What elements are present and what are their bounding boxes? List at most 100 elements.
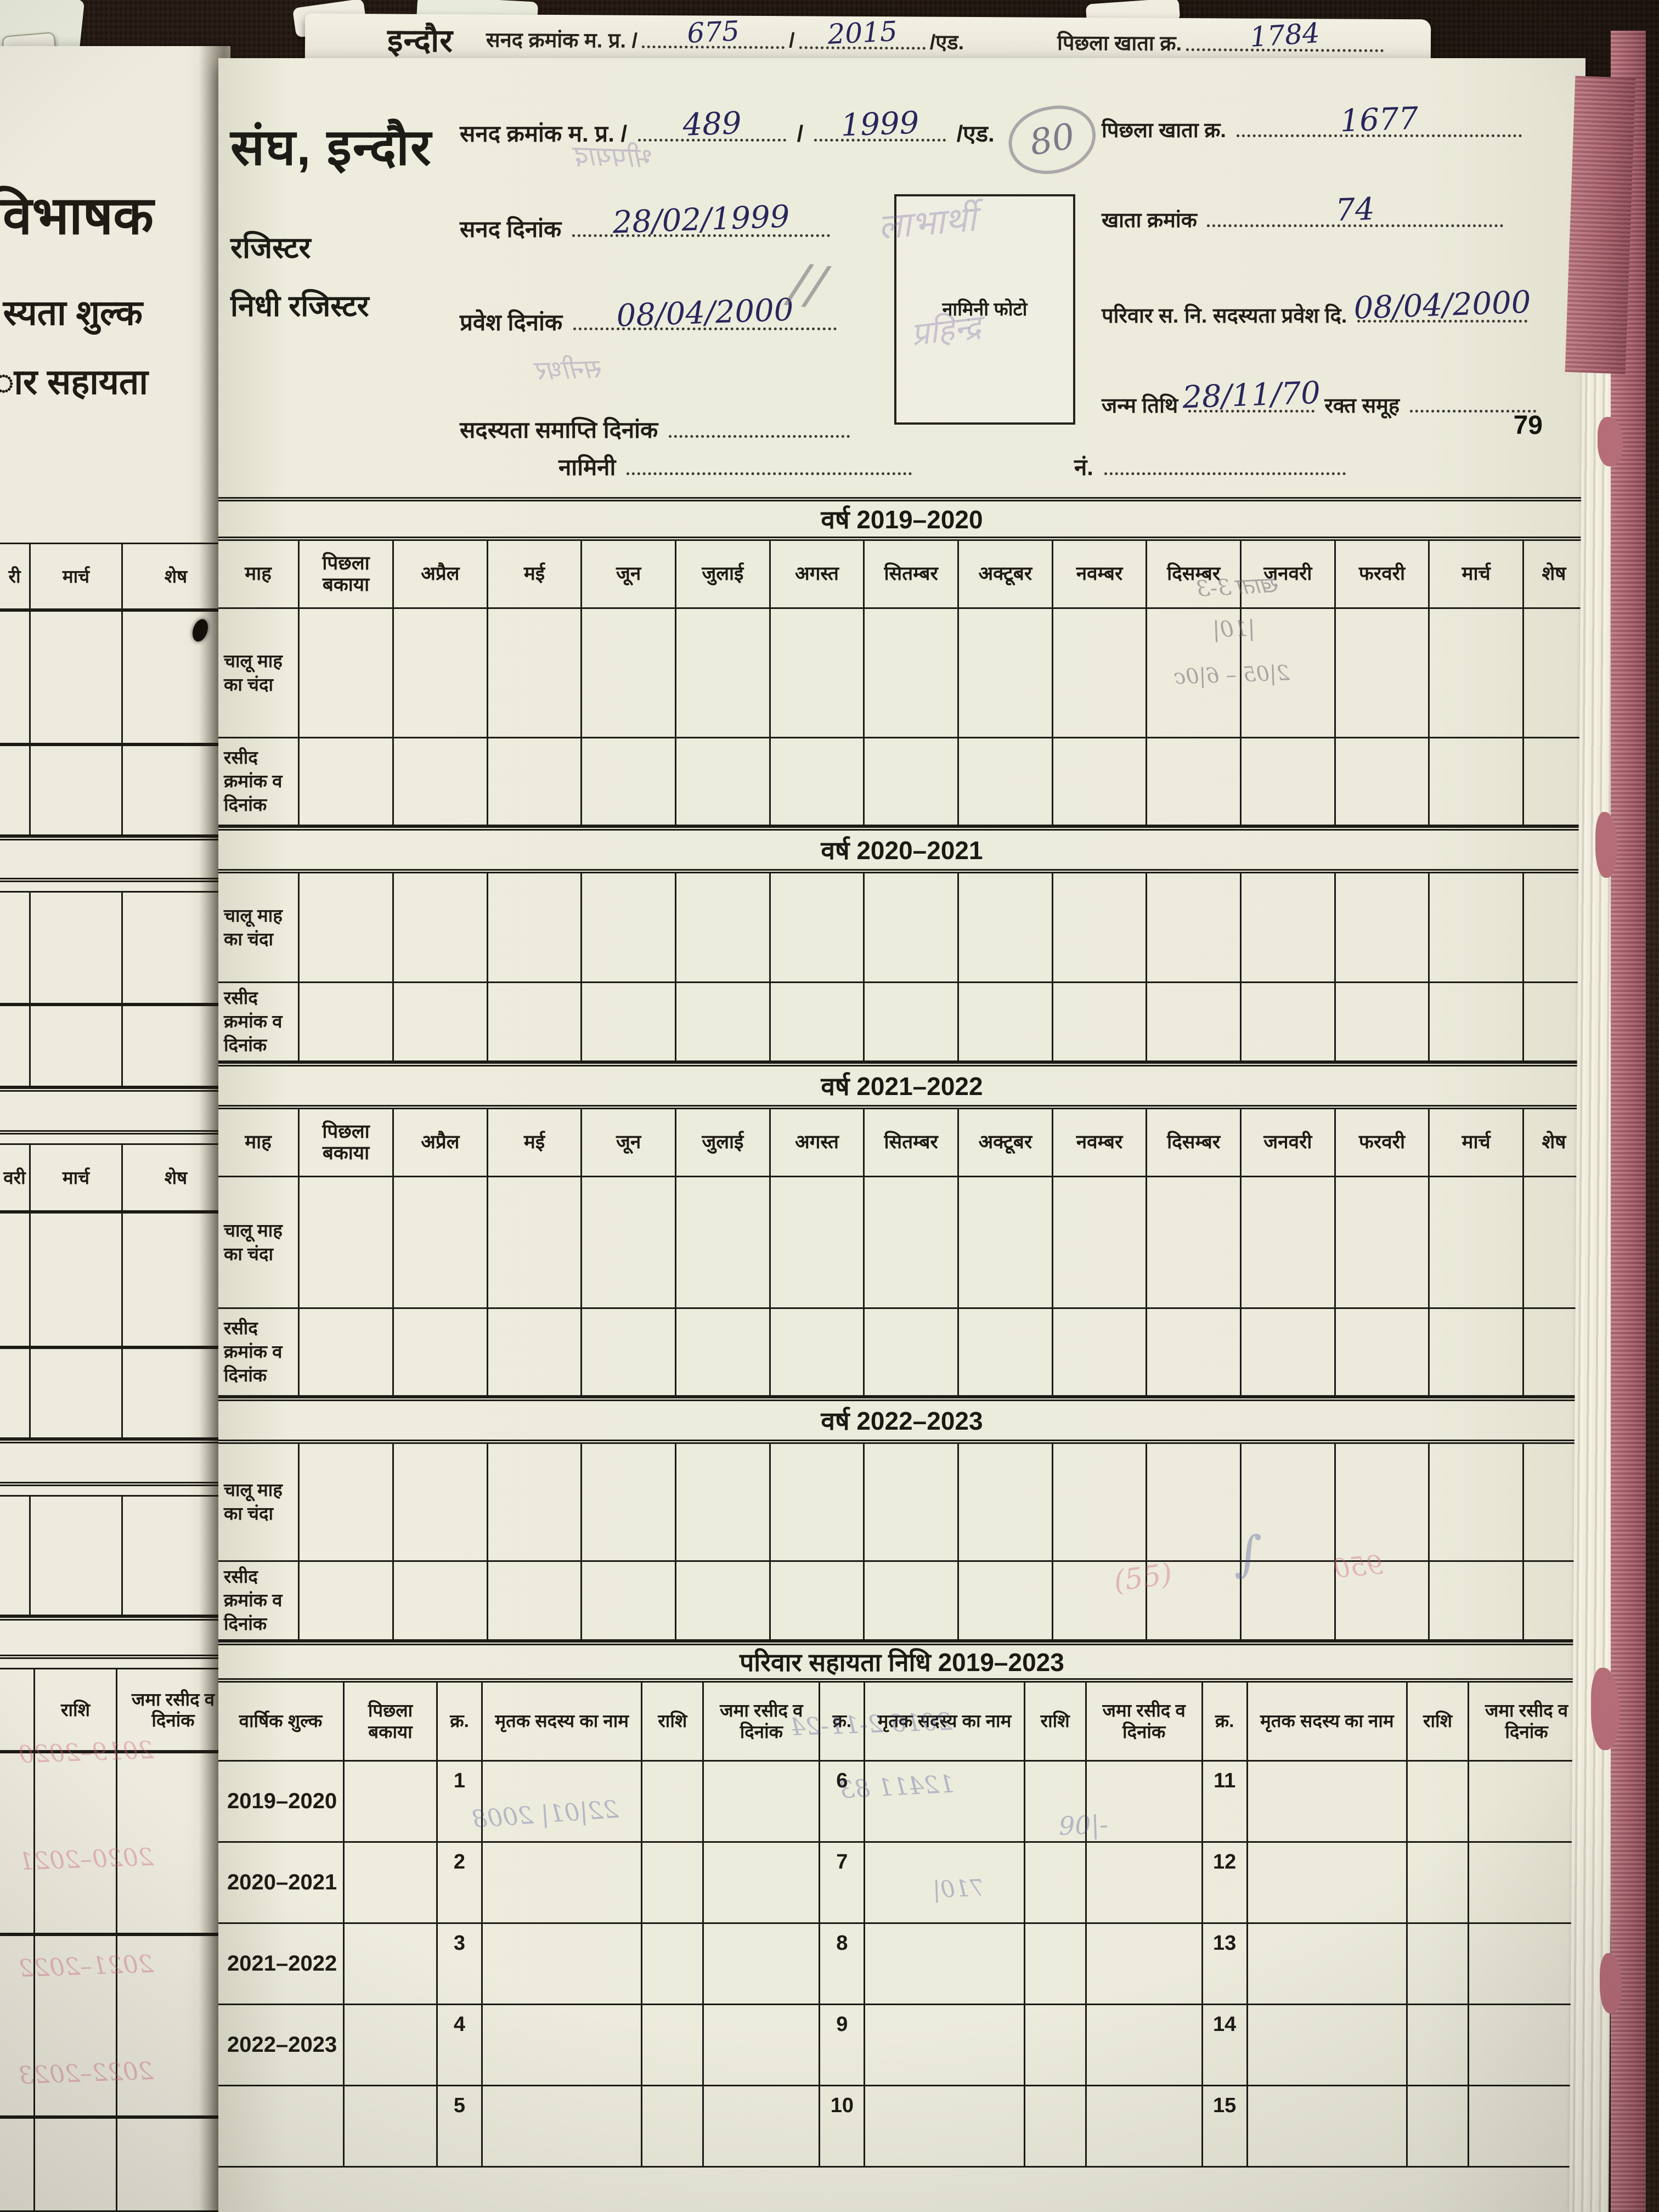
nominee-number-field [1104,456,1346,475]
serial-number-cell: 9 [820,2005,866,2086]
family-data-row: 2020–2021 2 7 12 [218,1843,1585,1924]
empty-cell [642,2086,704,2168]
empty-cell [1086,1843,1203,1924]
empty-cell [1335,1562,1430,1641]
empty-cell [865,1444,959,1562]
empty-cell [704,1924,821,2005]
left-page-empty-row [0,1347,230,1439]
month-header-cell: माह [218,541,300,609]
empty-cell [1147,738,1242,826]
empty-cell [1053,983,1148,1062]
empty-cell [1524,609,1585,738]
empty-cell [865,983,959,1062]
empty-cell [1086,2005,1203,2086]
year-data-row: चालू माह का चंदा [218,873,1585,983]
year-data-row: रसीद क्रमांक व दिनांक [218,1562,1585,1641]
binding-cloth [1611,31,1646,2212]
empty-cell [1147,1309,1242,1397]
empty-cell [488,609,583,738]
year-data-row: रसीद क्रमांक व दिनांक [218,983,1585,1062]
register-subtitle: रजिस्टर [230,232,311,264]
family-fund-entry-handwriting: 08/04/2000 [1353,284,1532,326]
year-data-row: रसीद क्रमांक व दिनांक [218,1309,1585,1397]
year-section: वर्ष 2022–2023 चालू माह का चंदा रसीद क्रमा… [218,1397,1585,1641]
nominee-number-line: नं. [1074,451,1350,482]
empty-cell [1524,873,1585,983]
empty-cell [394,983,488,1062]
month-header-cell: मई [488,1109,583,1177]
month-header-cell: जनवरी [1242,1109,1336,1177]
empty-cell [1524,738,1585,826]
empty-cell [345,2086,438,2168]
left-page-fragment-family-help: ार सहायता [0,362,148,402]
empty-cell [0,612,31,744]
month-header-cell: अक्टूबर [959,1109,1053,1177]
empty-cell [1242,609,1336,738]
year-sections: वर्ष 2019–2020 माह पिछला बकाया अप्रैल मई जून ज… [218,497,1585,1641]
empty-cell [31,893,123,1005]
left-page-col-header-amount: राशि [35,1669,117,1752]
family-header-cell: मृतक सदस्य का नाम [865,1683,1025,1762]
strip-sanad-year-line: 2015 [799,15,926,50]
serial-number-cell: 3 [438,1924,483,2005]
cloth-fray [1600,1953,1622,2013]
family-section: परिवार सहायता निधि 2019–2023 वार्षिक शुल… [218,1641,1585,2168]
row-label-cell: रसीद क्रमांक व दिनांक [218,983,300,1062]
month-header-cell: सितम्बर [865,541,959,609]
left-page-empty-row [0,744,230,836]
empty-cell [488,1562,583,1641]
dob-label: जन्म तिथि [1102,394,1178,417]
account-number-handwriting: 74 [1335,191,1376,229]
dob-field: 28/11/70 [1182,375,1321,416]
empty-cell [488,1177,583,1309]
empty-cell [865,1924,1025,2005]
serial-number-cell: 13 [1203,1924,1248,2005]
family-header-cell: जमा रसीद व दिनांक [1469,1683,1585,1762]
month-header-cell: जून [582,541,676,609]
month-header-cell: शेष [1524,541,1585,609]
empty-cell [1524,983,1585,1062]
empty-cell [676,1177,771,1309]
empty-cell [394,1562,488,1641]
empty-cell [1025,1762,1087,1843]
empty-cell [770,1177,865,1309]
empty-cell [1430,983,1524,1062]
empty-cell [959,1309,1053,1397]
empty-cell [1242,873,1336,983]
empty-cell [394,873,488,983]
empty-cell [704,2005,821,2086]
month-header-cell: माह [218,1109,300,1177]
row-label-cell: चालू माह का चंदा [218,1444,300,1562]
empty-cell [1242,1444,1336,1562]
left-page-col-header: मार्च [31,544,123,610]
empty-cell [300,1562,394,1641]
month-header-cell: फरवरी [1335,1109,1430,1177]
family-header-cell: क्र. [1203,1683,1248,1762]
entry-date-label: प्रवेश दिनांक [460,309,563,335]
left-page-section-band [0,1087,230,1135]
empty-cell [1025,2086,1087,2168]
serial-number-cell: 11 [1203,1762,1248,1843]
family-header-cell: जमा रसीद व दिनांक [1086,1683,1203,1762]
empty-cell [31,612,123,744]
left-page-month-header: री मार्च शेष [0,543,230,610]
empty-cell [1469,1843,1585,1924]
sanad-date-line: सनद दिनांक 28/02/1999 [460,199,834,244]
empty-cell [1147,1177,1242,1309]
empty-cell [483,2086,643,2168]
year-section-title: वर्ष 2021–2022 [218,1062,1585,1109]
empty-cell [488,1444,583,1562]
empty-cell [865,873,959,983]
empty-cell [1248,2086,1408,2168]
month-header-cell: सितम्बर [865,1109,959,1177]
family-header-row: वार्षिक शुल्क पिछला बकाया क्र. मृतक सदस्य क… [218,1683,1585,1762]
empty-cell [770,1444,865,1562]
year-data-row: चालू माह का चंदा [218,1177,1585,1309]
left-page-month-header-2: वरी मार्च शेष [0,1143,230,1212]
empty-cell [642,1762,704,1843]
month-header-cell: नवम्बर [1053,541,1148,609]
empty-cell [676,873,771,983]
family-data-row: 2022–2023 4 9 14 [218,2005,1585,2086]
empty-cell [0,1006,31,1087]
empty-cell [31,746,123,836]
